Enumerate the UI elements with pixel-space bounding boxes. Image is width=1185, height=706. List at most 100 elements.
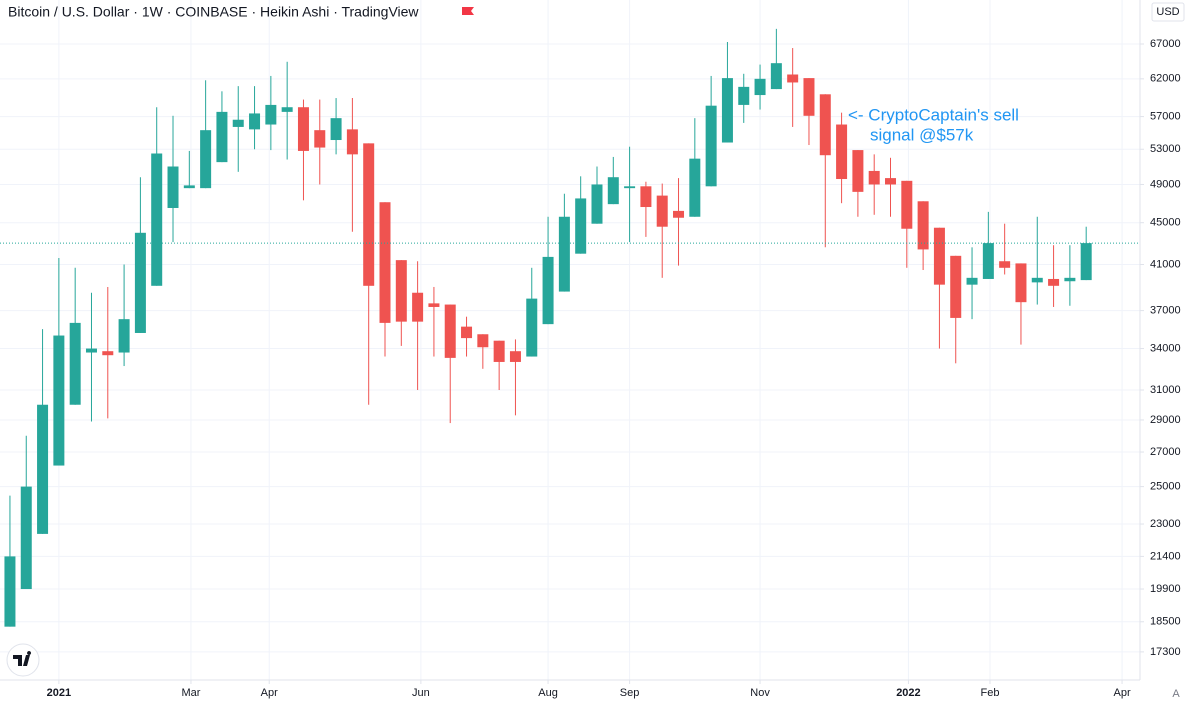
candle-body <box>346 129 358 155</box>
candle-body <box>477 334 489 348</box>
candle-body <box>836 124 848 180</box>
candle-body <box>412 292 424 322</box>
candle-body <box>933 227 945 285</box>
flag-icon <box>462 7 474 15</box>
candle-body <box>183 185 195 189</box>
candle-body <box>379 202 391 323</box>
candle-body <box>640 186 652 208</box>
candle-body <box>917 201 929 250</box>
candle-body <box>509 351 521 362</box>
y-tick-label: 21400 <box>1150 550 1181 562</box>
candle-body <box>673 210 685 218</box>
candle-body <box>20 486 32 590</box>
candle-body <box>118 319 130 353</box>
candle-body <box>999 261 1011 268</box>
candle-body <box>85 348 97 353</box>
candle-body <box>787 74 799 83</box>
candle-body <box>461 326 473 339</box>
candle-body <box>444 304 456 358</box>
candles <box>0 28 1140 627</box>
annotation: signal @$57k <box>870 125 974 144</box>
candle-body <box>1015 263 1027 303</box>
x-tick-label: Aug <box>538 687 558 699</box>
candle-body <box>232 119 244 127</box>
x-tick-label: Apr <box>261 687 278 699</box>
x-tick-label: 2021 <box>47 687 71 699</box>
candle-body <box>852 150 864 192</box>
candle-body <box>575 198 587 254</box>
candle-body <box>428 303 440 307</box>
y-tick-label: 37000 <box>1150 304 1181 316</box>
candle-body <box>314 130 326 148</box>
candle-body <box>1080 243 1092 281</box>
candle-body <box>281 107 293 112</box>
grid <box>0 0 1140 680</box>
y-tick-label: 67000 <box>1150 38 1181 50</box>
y-tick-label: 29000 <box>1150 414 1181 426</box>
candle-body <box>4 556 16 627</box>
candle-body <box>950 255 962 318</box>
y-tick-label: 53000 <box>1150 143 1181 155</box>
candle-body <box>1031 277 1043 283</box>
y-tick-label: 25000 <box>1150 481 1181 493</box>
candle-body <box>53 335 65 466</box>
candle-body <box>526 298 538 357</box>
candle-body <box>721 78 733 143</box>
x-tick-label: Apr <box>1114 687 1131 699</box>
y-tick-label: 18500 <box>1150 616 1181 628</box>
auto-scale-button[interactable]: A <box>1172 688 1180 700</box>
candle-body <box>738 86 750 105</box>
x-tick-label: Mar <box>181 687 200 699</box>
candle-body <box>901 180 913 229</box>
candle-body <box>1064 277 1076 282</box>
x-tick-label: Jun <box>412 687 430 699</box>
candle-body <box>493 340 505 362</box>
currency-label: USD <box>1156 6 1179 18</box>
y-tick-label: 23000 <box>1150 518 1181 530</box>
candle-body <box>265 104 277 125</box>
candle-body <box>542 256 554 325</box>
candle-body <box>982 243 994 279</box>
candle-body <box>624 186 636 189</box>
candle-body <box>200 130 212 189</box>
candle-body <box>656 195 668 227</box>
candle-body <box>803 78 815 116</box>
candle-body <box>885 178 897 185</box>
y-tick-label: 27000 <box>1150 446 1181 458</box>
y-tick-label: 19900 <box>1150 583 1181 595</box>
candle-body <box>249 113 261 130</box>
x-tick-label: 2022 <box>896 687 920 699</box>
candle-body <box>134 232 146 333</box>
y-tick-label: 17300 <box>1150 646 1181 658</box>
x-tick-label: Sep <box>620 687 640 699</box>
y-tick-label: 34000 <box>1150 342 1181 354</box>
candle-body <box>363 143 375 286</box>
x-tick-label: Nov <box>750 687 770 699</box>
candle-body <box>591 184 603 224</box>
candle-body <box>167 166 179 208</box>
y-tick-label: 31000 <box>1150 384 1181 396</box>
candle-body <box>819 94 831 156</box>
candle-body <box>607 177 619 205</box>
candle-body <box>330 118 342 141</box>
candle-body <box>689 158 701 217</box>
tv-logo <box>6 643 40 677</box>
candle-body <box>1048 278 1060 286</box>
candle-body <box>297 107 309 151</box>
annotation: <- CryptoCaptain's sell <box>848 105 1019 124</box>
y-tick-label: 49000 <box>1150 178 1181 190</box>
currency-box <box>1151 2 1185 22</box>
candle-body <box>37 404 49 534</box>
candle-body <box>770 63 782 90</box>
candle-body <box>151 153 163 286</box>
candle-body <box>216 111 228 163</box>
candle-body <box>558 216 570 292</box>
candle-body <box>868 170 880 185</box>
chart-title: Bitcoin / U.S. Dollar · 1W · COINBASE · … <box>8 4 419 20</box>
candle-body <box>69 322 81 405</box>
y-tick-label: 57000 <box>1150 110 1181 122</box>
candle-body <box>966 277 978 285</box>
y-tick-label: 41000 <box>1150 258 1181 270</box>
